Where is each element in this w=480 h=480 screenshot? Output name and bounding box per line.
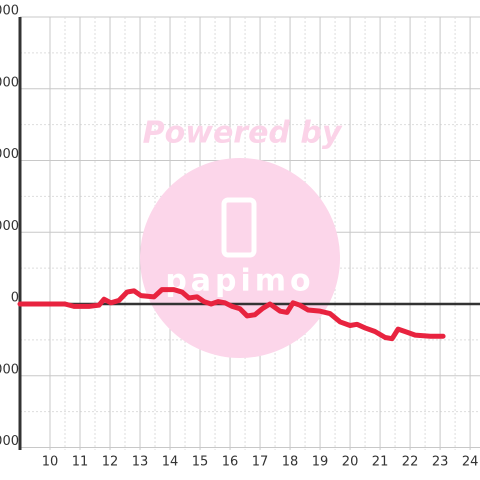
y-tick-label: 12,000 — [0, 4, 19, 19]
x-tick-label: 12 — [102, 455, 119, 470]
x-tick-label: 18 — [282, 455, 299, 470]
x-tick-label: 21 — [372, 455, 389, 470]
x-tick-label: 16 — [222, 455, 239, 470]
x-tick-label: 17 — [252, 455, 269, 470]
y-tick-label: 6,000 — [0, 147, 19, 162]
x-tick-label: 11 — [72, 455, 89, 470]
watermark-logo: papimo — [165, 264, 314, 299]
y-tick-label: 0 — [11, 291, 19, 306]
x-tick-label: 20 — [342, 455, 359, 470]
watermark-icon — [221, 197, 257, 258]
y-tick-label: -3,000 — [0, 362, 19, 377]
watermark-circle — [140, 158, 340, 358]
x-tick-label: 14 — [162, 455, 179, 470]
watermark-text: Powered by — [143, 116, 343, 151]
x-tick-label: 19 — [312, 455, 329, 470]
x-tick-label: 24 — [462, 455, 479, 470]
y-tick-label: -6,000 — [0, 434, 19, 449]
x-tick-label: 10 — [42, 455, 59, 470]
y-tick-label: 3,000 — [0, 219, 19, 234]
x-tick-label: 13 — [132, 455, 149, 470]
x-tick-label: 15 — [192, 455, 209, 470]
x-tick-label: 22 — [402, 455, 419, 470]
data-line — [17, 287, 446, 342]
x-tick-label: 23 — [432, 455, 449, 470]
y-tick-label: 9,000 — [0, 75, 19, 90]
